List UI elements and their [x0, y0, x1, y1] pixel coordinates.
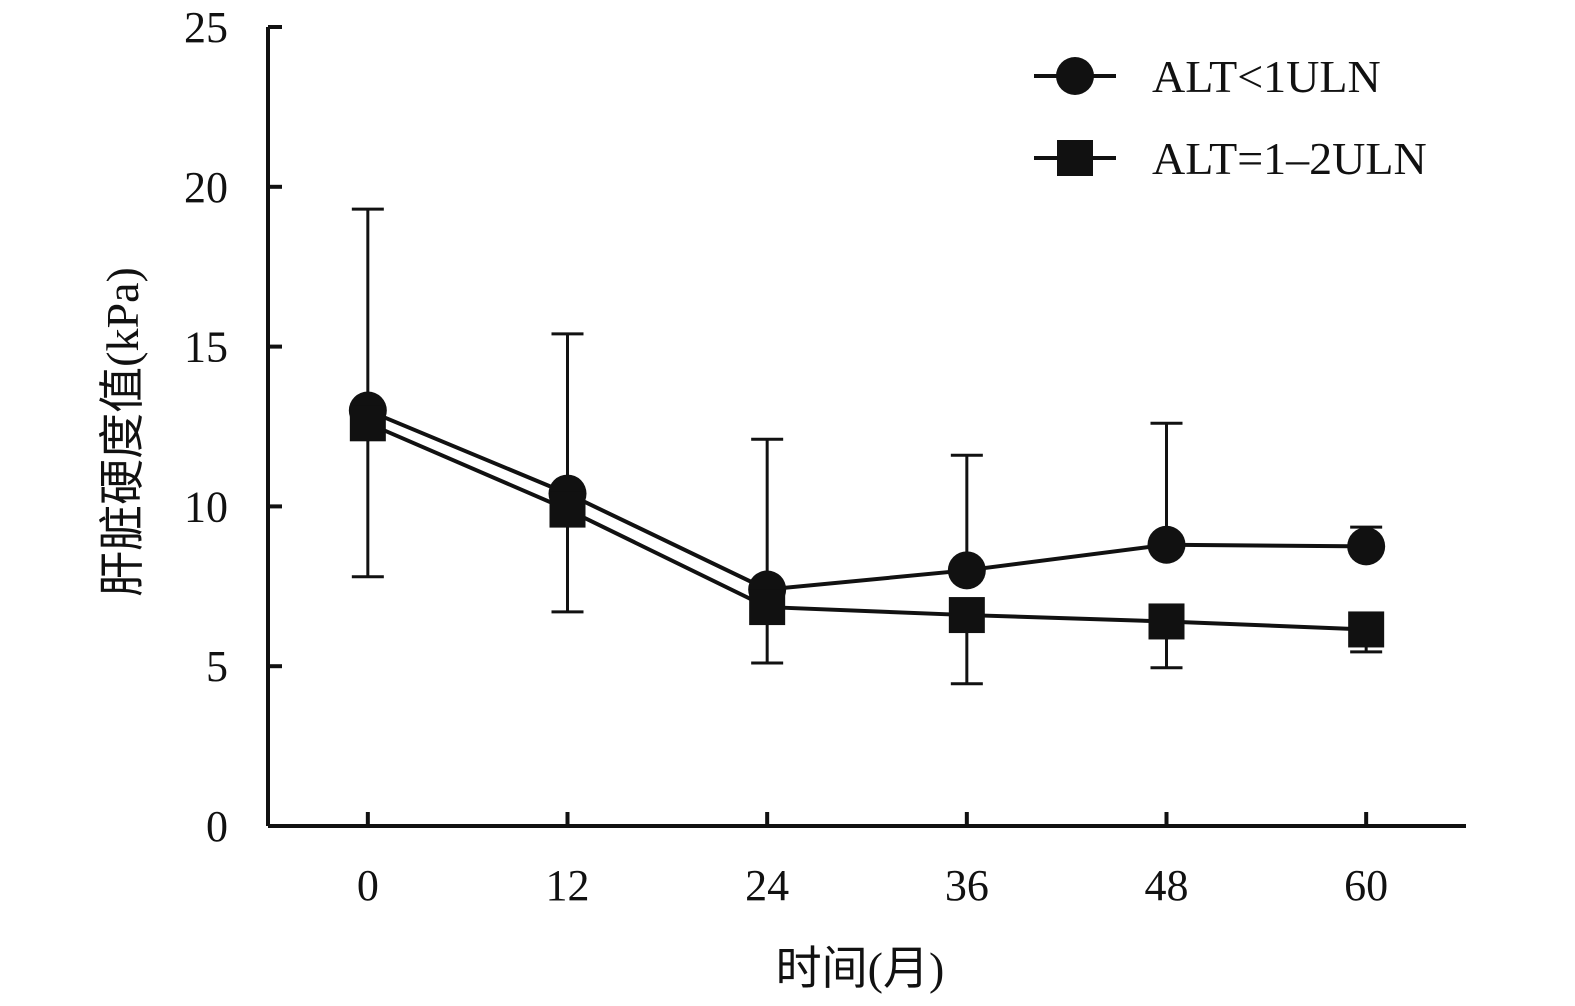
series-lines [367, 408, 1367, 632]
y-tick-label: 0 [206, 802, 228, 851]
x-tick-label: 24 [745, 861, 789, 910]
data-point-square [549, 491, 586, 528]
data-point-circle [1147, 525, 1186, 564]
y-tick-label: 10 [184, 482, 228, 531]
x-tick-label: 48 [1145, 861, 1189, 910]
y-tick-label: 20 [184, 163, 228, 212]
y-axis-title: 肝脏硬度值(kPa) [97, 267, 148, 597]
legend-marker-circle [1056, 57, 1094, 95]
series-line-1 [367, 408, 1367, 592]
y-tick-label: 15 [184, 323, 228, 372]
data-point-square [349, 405, 386, 442]
x-tick-label: 60 [1344, 861, 1388, 910]
data-point-square [948, 597, 985, 634]
x-axis-title: 时间(月) [776, 943, 945, 994]
legend-marker-square [1057, 140, 1093, 176]
data-point-square [1148, 603, 1185, 640]
axes: 0 5 10 15 20 25 0 12 24 36 48 60 [184, 3, 1466, 910]
x-tick-label: 36 [945, 861, 989, 910]
data-point-square [1348, 611, 1385, 648]
legend-label: ALT<1ULN [1152, 51, 1381, 102]
x-tick-label: 0 [357, 861, 379, 910]
y-tick-label: 5 [206, 642, 228, 691]
data-point-square [749, 589, 786, 626]
legend: ALT<1ULN ALT=1–2ULN [1034, 51, 1427, 184]
series-markers [348, 391, 1386, 648]
series-line-2 [367, 421, 1367, 632]
data-point-circle [947, 551, 986, 590]
data-point-circle [1347, 527, 1386, 566]
x-tick-label: 12 [546, 861, 590, 910]
y-tick-label: 25 [184, 3, 228, 52]
legend-label: ALT=1–2ULN [1152, 133, 1427, 184]
